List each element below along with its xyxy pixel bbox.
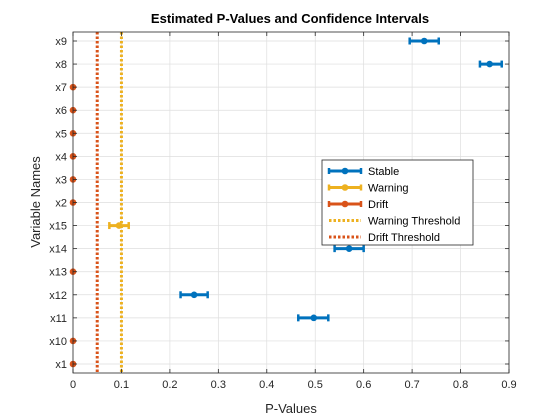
legend-label: Warning (368, 183, 409, 195)
x-tick-label: 0.9 (501, 379, 516, 391)
legend-label: Drift (368, 199, 388, 211)
legend-label: Drift Threshold (368, 232, 440, 244)
x-tick-label: 0.8 (453, 379, 468, 391)
legend-items: Stable Warning Drift Warning Threshold Drift… (327, 166, 460, 244)
legend: Stable Warning Drift Warning Threshold Drift… (321, 159, 474, 246)
stable-point-x9 (408, 37, 441, 45)
y-tick-label: x7 (55, 82, 67, 94)
legend-swatch-marker (341, 184, 349, 191)
stable-point-x14 (333, 245, 365, 253)
series-stable (179, 37, 503, 322)
x-tick-label: 0.7 (404, 379, 419, 391)
legend-label: Stable (368, 166, 399, 178)
y-tick-label: x4 (55, 151, 67, 163)
point-marker (115, 222, 123, 229)
legend-item-stable: Stable (327, 166, 399, 178)
y-tick-labels: x1 x10 x11 x12 x13 x14 x15 x2 x3 x4 x5 x6 x7 x8 x9 (49, 36, 67, 371)
series-layer (69, 37, 503, 368)
point-marker (420, 37, 428, 45)
legend-label: Warning Threshold (368, 216, 460, 228)
x-tick-label: 0.5 (308, 379, 323, 391)
y-tick-label: x14 (49, 244, 67, 256)
y-tick-label: x15 (49, 221, 67, 233)
stable-point-x12 (179, 291, 209, 299)
legend-item-warning: Warning (327, 183, 409, 195)
y-axis-title: Variable Names (28, 156, 43, 248)
point-marker (345, 245, 353, 252)
point-marker (190, 291, 198, 299)
stable-point-x8 (478, 60, 503, 68)
stable-point-x11 (297, 314, 330, 322)
y-tick-label: x6 (55, 105, 67, 117)
x-tick-labels: 0 0.1 0.2 0.3 0.4 0.5 0.6 0.7 0.8 0.9 (70, 379, 517, 391)
legend-item-warning-threshold: Warning Threshold (329, 216, 460, 228)
x-tick-label: 0.4 (259, 379, 274, 391)
chart-title: Estimated P-Values and Confidence Interv… (151, 11, 429, 26)
legend-item-drift-threshold: Drift Threshold (329, 232, 440, 244)
y-tick-label: x11 (50, 313, 67, 325)
point-marker (310, 314, 318, 322)
x-tick-label: 0.6 (356, 379, 371, 391)
point-marker (486, 60, 493, 68)
x-axis-title: P-Values (265, 401, 317, 416)
legend-swatch-marker (341, 200, 349, 208)
y-tick-label: x9 (55, 36, 67, 48)
x-tick-label: 0.3 (211, 379, 226, 391)
y-tick-label: x5 (55, 128, 67, 140)
x-tick-label: 0.2 (162, 379, 177, 391)
legend-item-drift: Drift (327, 199, 388, 211)
threshold-lines (95, 32, 123, 373)
y-tick-label: x1 (55, 359, 67, 371)
ticks (72, 32, 510, 373)
x-tick-label: 0.1 (114, 379, 129, 391)
legend-swatch-marker (341, 167, 349, 175)
y-tick-label: x13 (49, 267, 67, 279)
warning-point-x15 (108, 222, 130, 230)
x-tick-label: 0 (70, 379, 76, 391)
y-tick-label: x2 (55, 198, 67, 210)
y-tick-label: x12 (49, 290, 67, 302)
y-tick-label: x8 (55, 59, 67, 71)
y-tick-label: x10 (49, 336, 67, 348)
y-tick-label: x3 (55, 174, 67, 186)
series-warning (108, 222, 130, 230)
